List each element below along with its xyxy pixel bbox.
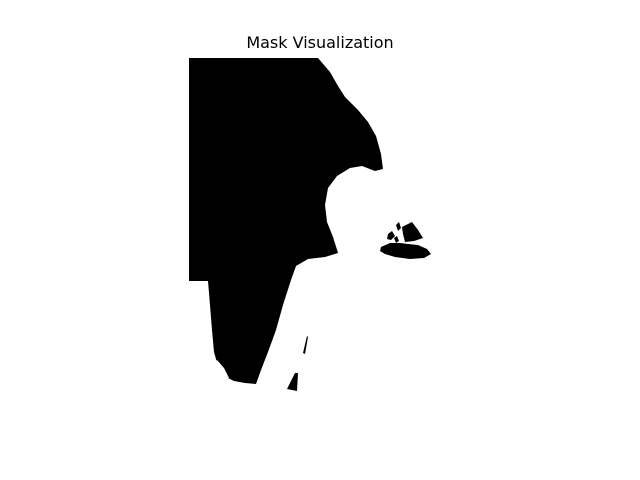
mask-region-main bbox=[189, 58, 383, 384]
mask-region-speckle-1 bbox=[387, 231, 395, 240]
mask-region-speckle-3 bbox=[394, 236, 399, 243]
mask-region-sail bbox=[402, 222, 423, 242]
mask-hole-notch bbox=[213, 360, 229, 379]
mask-region-sliver bbox=[303, 336, 308, 354]
figure-title: Mask Visualization bbox=[246, 33, 394, 52]
mask-region-boat bbox=[380, 243, 431, 259]
mask-region-speckle-2 bbox=[396, 222, 401, 231]
mask-region-triangle bbox=[287, 373, 298, 391]
